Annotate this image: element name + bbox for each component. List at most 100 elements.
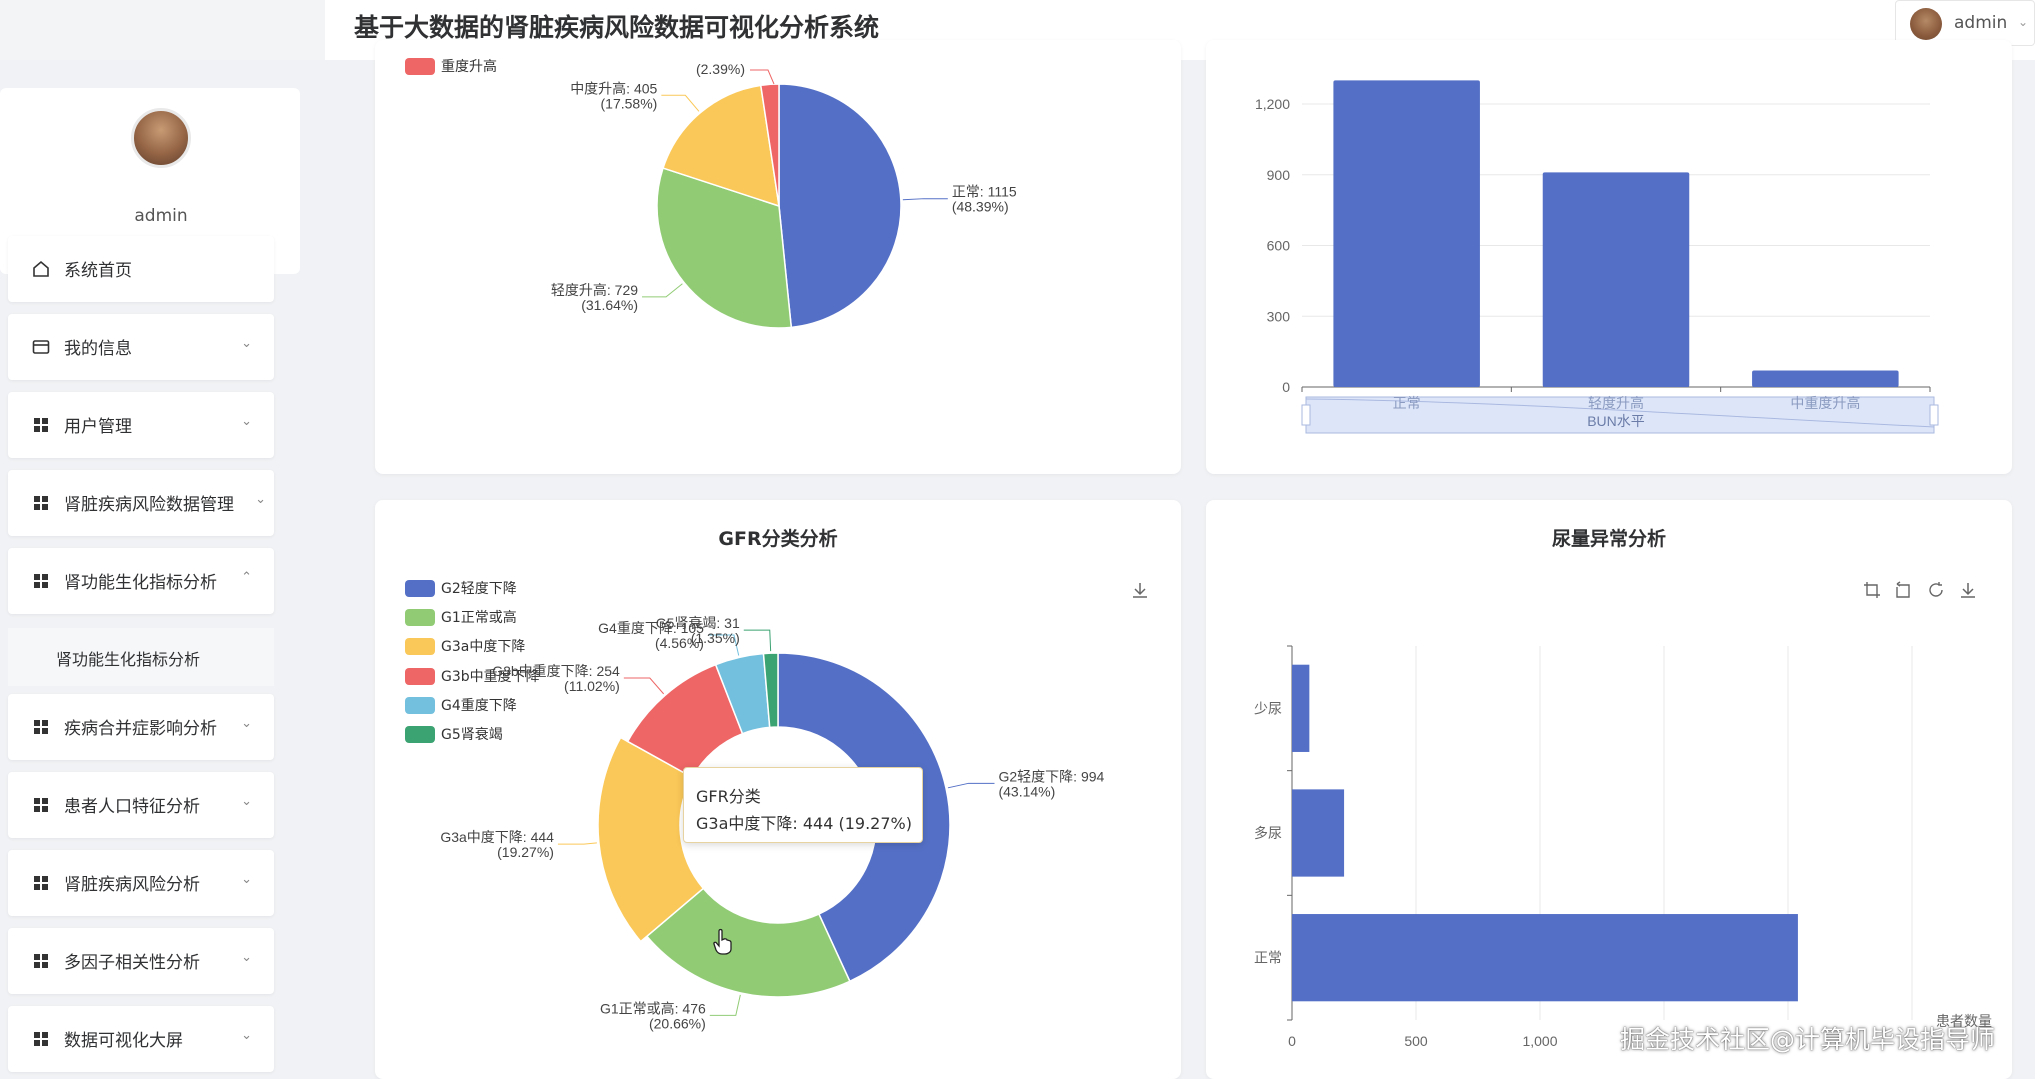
- sidebar-item-multifactor[interactable]: 多因子相关性分析 ⌄: [8, 928, 274, 994]
- legend-label: 重度升高: [441, 59, 497, 75]
- zoom-reset-icon[interactable]: [1894, 580, 1914, 605]
- grid-icon: [32, 718, 50, 736]
- legend-label: G3b中重度下降: [441, 669, 540, 685]
- sidebar-item-label: 我的信息: [64, 339, 132, 359]
- slice-percent: (2.39%): [696, 61, 745, 77]
- x-tick-label: 轻度升高: [1588, 395, 1644, 411]
- sidebar-item-label: 肾脏疾病风险分析: [64, 875, 200, 895]
- chart-tooltip: GFR分类 G3a中度下降: 444 (19.27%): [683, 767, 923, 843]
- bar: [1333, 80, 1480, 387]
- slice-percent: (20.66%): [649, 1015, 706, 1031]
- tooltip-text: G3a中度下降: 444 (19.27%): [696, 814, 912, 833]
- user-name: admin: [1954, 13, 2008, 33]
- sidebar-item-home[interactable]: 系统首页: [8, 236, 274, 302]
- zoom-select-icon[interactable]: [1862, 580, 1882, 605]
- legend-swatch: [405, 638, 435, 655]
- slice-percent: (31.64%): [581, 297, 638, 313]
- chevron-down-icon: ⌄: [241, 872, 252, 887]
- pie-slice: [597, 736, 705, 943]
- legend-swatch: [405, 668, 435, 685]
- sidebar-item-label: 疾病合并症影响分析: [64, 719, 217, 739]
- legend-swatch: [405, 58, 435, 75]
- sidebar-item-label: 肾功能生化指标分析: [64, 573, 217, 593]
- grid-icon: [32, 1030, 50, 1048]
- legend-label: G4重度下降: [441, 698, 517, 714]
- sidebar-item-label: 多因子相关性分析: [64, 953, 200, 973]
- y-tick-label: 少尿: [1254, 700, 1282, 716]
- sidebar-item-kidney-data[interactable]: 肾脏疾病风险数据管理 ⌄: [8, 470, 274, 536]
- sidebar-item-comorbidity[interactable]: 疾病合并症影响分析 ⌄: [8, 694, 274, 760]
- bun-pie-chart: 正常: 1115(48.39%) 轻度升高: 729(31.64%) 中度升高: 4…: [551, 61, 1017, 329]
- slice-label: G3a中度下降: 444: [440, 829, 554, 845]
- chevron-up-icon: ⌃: [241, 570, 252, 585]
- sidebar-item-dashboard[interactable]: 数据可视化大屏 ⌄: [8, 1006, 274, 1072]
- grid-icon: [32, 494, 50, 512]
- y-tick-label: 0: [1282, 379, 1290, 395]
- x-axis-label: 患者数量: [1936, 1013, 1992, 1029]
- sidebar-item-my-info[interactable]: 我的信息 ⌄: [8, 314, 274, 380]
- y-tick-label: 1,200: [1255, 96, 1290, 112]
- bar: [1292, 664, 1310, 752]
- hand-cursor-icon: [713, 928, 732, 955]
- slice-label: 正常: 1115: [952, 184, 1017, 200]
- x-tick-label: 1,000: [1522, 1033, 1557, 1049]
- sidebar-item-label: 用户管理: [64, 417, 132, 437]
- slice-percent: (4.56%): [655, 635, 704, 651]
- grid-icon: [32, 416, 50, 434]
- profile-name: admin: [134, 206, 188, 226]
- label-line: [947, 782, 995, 789]
- submenu-item-renal-biochem[interactable]: 肾功能生化指标分析: [8, 628, 274, 686]
- slice-percent: (19.27%): [497, 844, 554, 860]
- slice-label: G3b中重度下降: 254: [492, 663, 620, 679]
- label-line: [557, 842, 597, 845]
- sidebar-item-label: 肾脏疾病风险数据管理: [64, 495, 234, 515]
- x-axis-label: BUN水平: [1587, 413, 1645, 429]
- sidebar-item-demographics[interactable]: 患者人口特征分析 ⌄: [8, 772, 274, 838]
- urine-bar-card: 尿量异常分析 0 500 1,000 少尿 多尿 正常 患者数量: [1206, 500, 2012, 1079]
- slice-label: G5肾衰竭: 31: [656, 615, 740, 631]
- pie-slice: [656, 167, 793, 329]
- label-line: [707, 634, 740, 656]
- avatar[interactable]: [131, 108, 191, 168]
- pie-slice: [762, 652, 779, 729]
- sidebar-item-risk-analysis[interactable]: 肾脏疾病风险分析 ⌄: [8, 850, 274, 916]
- tooltip-title: GFR分类: [696, 787, 761, 806]
- data-zoom-shadow: [1305, 398, 1935, 428]
- home-icon: [32, 260, 50, 278]
- sidebar-item-users[interactable]: 用户管理 ⌄: [8, 392, 274, 458]
- download-icon[interactable]: [1958, 580, 1978, 605]
- submenu-item-label: 肾功能生化指标分析: [56, 650, 201, 669]
- pie-slice: [778, 83, 902, 329]
- slice-percent: (11.02%): [564, 678, 620, 694]
- legend-label: G1正常或高: [441, 610, 517, 626]
- y-tick-label: 600: [1267, 238, 1291, 254]
- gfr-donut-chart: G2轻度下降: 994(43.14%) G1正常或高: 476(20.66%) G3…: [440, 615, 1104, 1031]
- chart-title: 尿量异常分析: [1551, 528, 1666, 550]
- label-line: [642, 283, 683, 298]
- chevron-down-icon: ⌄: [241, 794, 252, 809]
- legend-swatch: [405, 697, 435, 714]
- sidebar-item-renal-biochem[interactable]: 肾功能生化指标分析 ⌃: [8, 548, 274, 614]
- slice-percent: (17.58%): [601, 95, 658, 111]
- legend-swatch: [405, 609, 435, 626]
- bun-bar-card: 0 300 600 900 1,200 正常 轻度升高 中重度升高 BUN水平: [1206, 40, 2012, 474]
- download-icon[interactable]: [1130, 580, 1150, 605]
- x-tick-label: 500: [1404, 1033, 1428, 1049]
- grid-icon: [32, 952, 50, 970]
- refresh-icon[interactable]: [1926, 580, 1946, 605]
- chevron-down-icon: ⌄: [241, 1028, 252, 1043]
- watermark: 掘金技术社区@计算机毕设指导师: [1620, 1025, 1996, 1054]
- slice-percent: (1.35%): [691, 630, 740, 646]
- slice-label: G1正常或高: 476: [600, 1000, 706, 1016]
- chevron-down-icon: ⌄: [241, 716, 252, 731]
- data-zoom-slider: [1305, 396, 1935, 434]
- bun-bar-chart: 0 300 600 900 1,200 正常 轻度升高 中重度升高 BUN水平: [1255, 80, 1939, 434]
- avatar: [1910, 8, 1942, 40]
- bar: [1292, 789, 1345, 877]
- slice-label: 轻度升高: 729: [551, 282, 638, 298]
- pie-slice: [759, 83, 780, 207]
- slice-label: G4重度下降: 105: [598, 620, 704, 636]
- label-line: [902, 198, 948, 201]
- x-tick-label: 正常: [1393, 395, 1421, 411]
